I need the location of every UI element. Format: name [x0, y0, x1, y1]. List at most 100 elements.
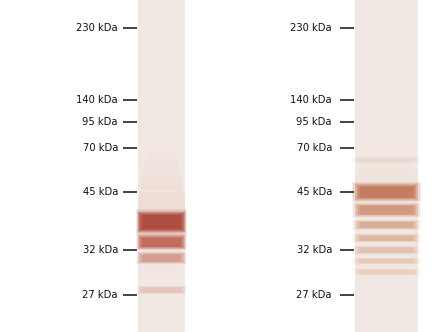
Text: 230 kDa: 230 kDa	[76, 23, 118, 33]
Bar	[352, 257, 421, 265]
Bar	[359, 168, 414, 169]
Bar	[147, 264, 176, 266]
Bar	[357, 185, 416, 186]
Bar	[360, 187, 413, 198]
Bar	[145, 256, 179, 258]
Bar	[138, 201, 185, 204]
Bar	[357, 205, 417, 215]
Bar	[368, 157, 405, 158]
Bar	[357, 247, 417, 253]
Bar	[371, 155, 402, 156]
Bar	[140, 184, 183, 186]
Bar	[145, 258, 178, 260]
Bar	[355, 179, 418, 180]
Text: 32 kDa: 32 kDa	[297, 245, 332, 255]
Bar	[355, 246, 418, 254]
Bar	[139, 229, 184, 232]
Bar	[352, 182, 421, 202]
Bar	[137, 210, 186, 233]
Bar	[355, 177, 418, 178]
Bar	[361, 191, 412, 192]
Bar	[139, 195, 184, 197]
Bar	[370, 199, 403, 200]
Bar	[145, 160, 177, 162]
Text: 45 kDa: 45 kDa	[297, 187, 332, 197]
Bar	[145, 260, 177, 262]
Bar	[360, 189, 413, 190]
Bar	[148, 149, 174, 151]
Bar	[357, 157, 417, 163]
Bar	[138, 0, 185, 332]
Bar	[138, 221, 184, 223]
Bar	[150, 145, 173, 147]
Bar	[140, 232, 184, 234]
Bar	[139, 236, 184, 248]
Bar	[367, 196, 406, 197]
Bar	[138, 286, 185, 294]
Bar	[364, 193, 410, 194]
Bar	[355, 157, 418, 163]
Text: 32 kDa: 32 kDa	[83, 245, 118, 255]
Bar	[358, 247, 415, 253]
Bar	[358, 186, 415, 199]
Bar	[143, 171, 180, 173]
Bar	[141, 238, 182, 240]
Bar	[360, 206, 413, 214]
Bar	[145, 162, 178, 164]
Bar	[357, 221, 417, 229]
Bar	[138, 208, 185, 210]
Bar	[138, 253, 185, 263]
Bar	[136, 252, 187, 264]
Bar	[140, 287, 183, 293]
Bar	[364, 161, 409, 162]
Bar	[358, 259, 415, 263]
Bar	[141, 242, 182, 245]
Bar	[356, 173, 417, 174]
Bar	[352, 245, 421, 255]
Bar	[144, 167, 179, 169]
Bar	[140, 186, 183, 188]
Bar	[367, 158, 406, 159]
Bar	[352, 203, 421, 217]
Bar	[357, 258, 417, 264]
Bar	[362, 163, 411, 164]
Bar	[140, 236, 183, 238]
Bar	[352, 156, 421, 164]
Bar	[361, 190, 412, 191]
Bar	[139, 287, 184, 293]
Bar	[139, 253, 184, 263]
Bar	[138, 235, 185, 249]
Bar	[361, 164, 412, 165]
Bar	[364, 194, 409, 195]
Bar	[148, 271, 174, 273]
Bar	[359, 187, 414, 188]
Bar	[353, 269, 420, 275]
Bar	[356, 172, 417, 173]
Bar	[358, 206, 415, 215]
Bar	[360, 247, 413, 253]
Bar	[148, 151, 175, 154]
Bar	[357, 269, 417, 275]
Bar	[357, 170, 416, 171]
Bar	[143, 251, 180, 253]
Bar	[145, 164, 179, 167]
Bar	[355, 220, 418, 229]
Bar	[141, 178, 182, 180]
Bar	[138, 223, 184, 225]
Bar	[366, 159, 407, 160]
Bar	[360, 259, 413, 263]
Bar	[142, 173, 180, 175]
Bar	[137, 235, 186, 249]
Text: 140 kDa: 140 kDa	[76, 95, 118, 105]
Text: 95 kDa: 95 kDa	[297, 117, 332, 127]
Bar	[138, 211, 185, 232]
Bar	[356, 182, 417, 183]
Text: 27 kDa: 27 kDa	[297, 290, 332, 300]
Bar	[352, 268, 421, 276]
Bar	[357, 171, 416, 172]
Bar	[358, 221, 415, 228]
Bar	[139, 191, 184, 193]
Bar	[360, 222, 413, 228]
Bar	[353, 183, 420, 201]
Bar	[139, 227, 184, 229]
